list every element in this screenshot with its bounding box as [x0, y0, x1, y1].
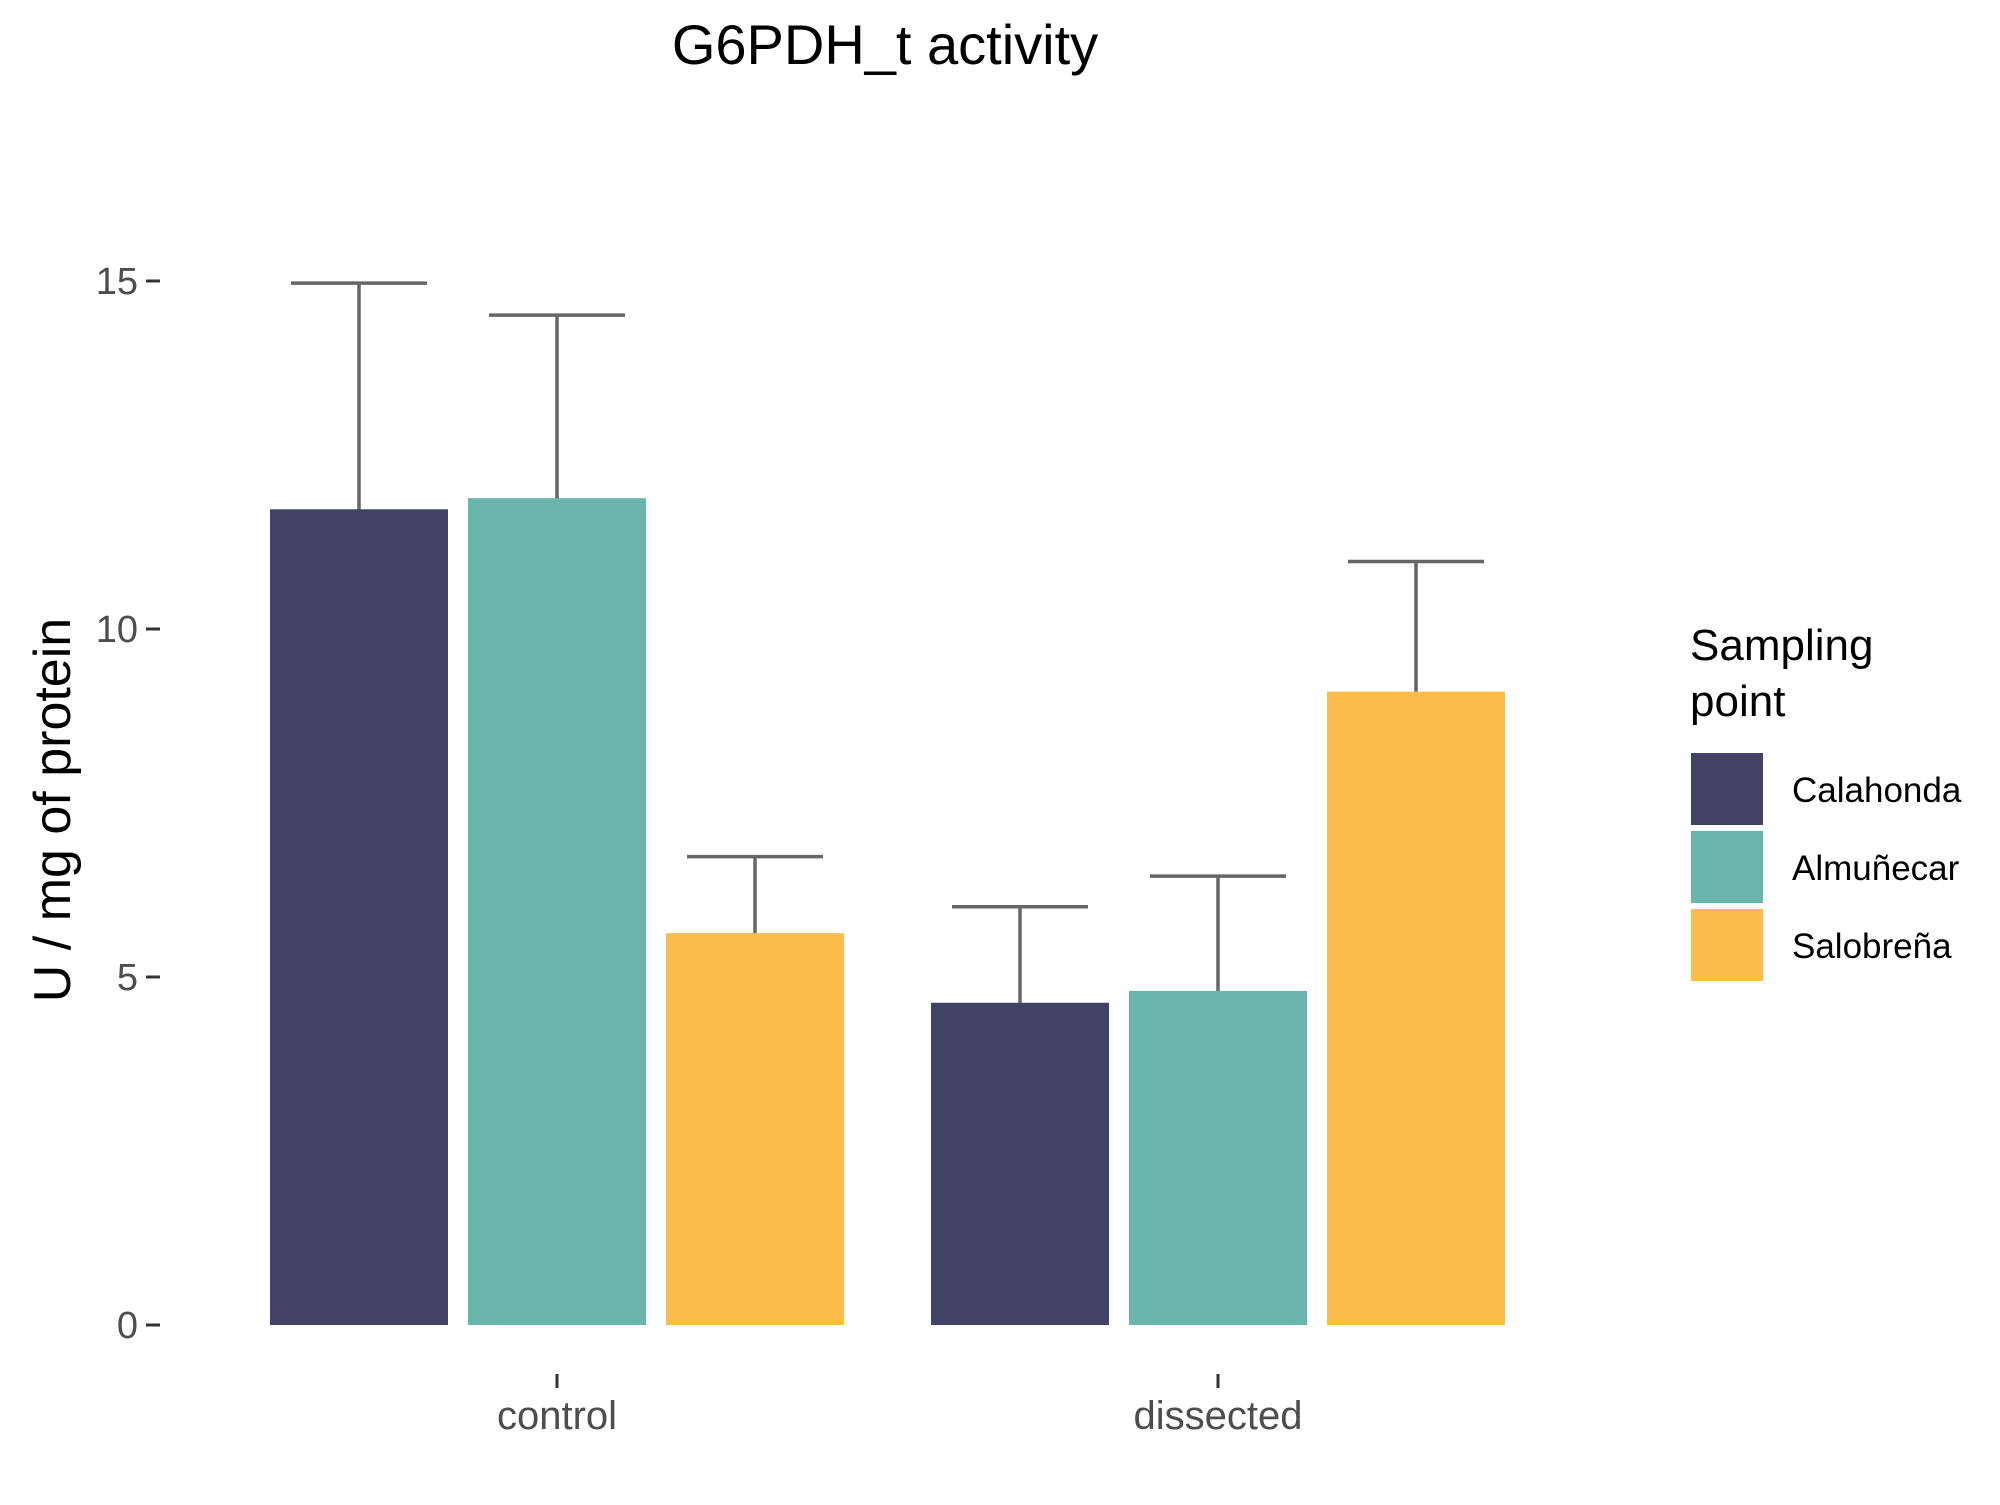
legend-key: [1689, 751, 1765, 827]
legend-title-line-2: point: [1690, 677, 1785, 726]
x-tick-label: control: [497, 1394, 617, 1438]
bar: [666, 933, 844, 1325]
y-axis-title: U / mg of protein: [24, 618, 82, 1002]
y-tick-label: 5: [117, 957, 138, 999]
bar: [931, 1002, 1109, 1325]
y-tick-label: 15: [96, 261, 138, 303]
y-axis: 0 5 10 15: [96, 261, 160, 1347]
bar: [468, 498, 646, 1326]
legend-title-line-1: Sampling: [1690, 621, 1873, 670]
y-tick-label: 10: [96, 609, 138, 651]
x-axis: control dissected: [497, 1374, 1303, 1438]
y-tick-label: 0: [117, 1305, 138, 1347]
legend-key: [1689, 829, 1765, 905]
legend: Sampling point Calahonda Almuñecar Salobre…: [1689, 621, 1962, 983]
bar: [1327, 691, 1505, 1325]
legend-label: Salobreña: [1792, 927, 1952, 966]
chart-title: G6PDH_t activity: [672, 13, 1098, 76]
bar: [1129, 990, 1307, 1325]
bar: [270, 509, 448, 1326]
legend-label: Almuñecar: [1792, 849, 1960, 888]
x-tick-label: dissected: [1134, 1394, 1303, 1438]
legend-label: Calahonda: [1792, 771, 1962, 810]
legend-key: [1689, 907, 1765, 983]
bars: [270, 498, 1505, 1326]
